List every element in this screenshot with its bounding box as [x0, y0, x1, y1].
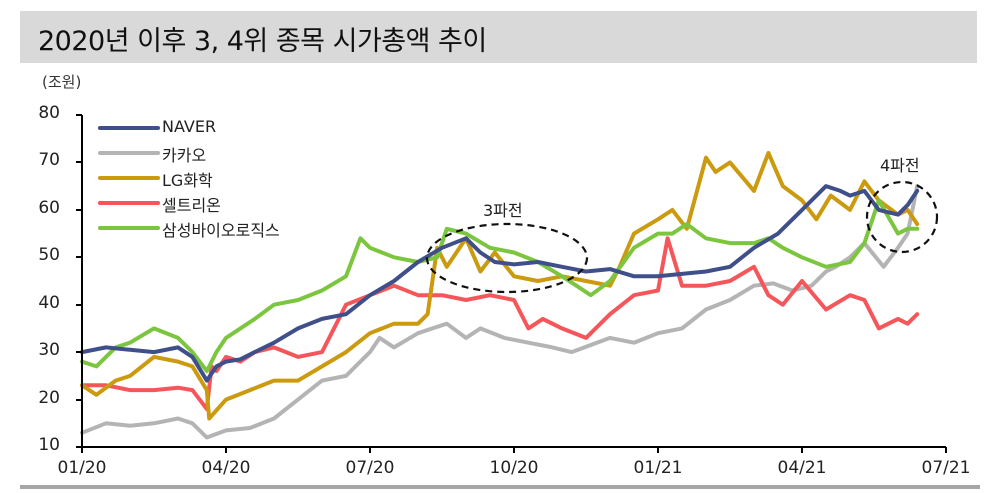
series-line-naver — [80, 184, 920, 383]
x-tick-07-20: 07/20 — [345, 458, 395, 478]
legend-item-samsung-biologics: 삼성바이오로직스 — [98, 217, 338, 242]
legend-item-kakao: 카카오 — [98, 142, 338, 167]
three-way-highlight-ellipse — [425, 222, 589, 294]
legend-swatch-kakao — [98, 151, 160, 155]
three-way-annotation: 3파전 — [483, 201, 523, 220]
legend-label-naver: NAVER — [162, 117, 217, 136]
x-tick-04-21: 04/21 — [777, 458, 827, 478]
legend: NAVER 카카오 LG화학 셀트리온 삼성바이오로직스 — [98, 117, 338, 242]
legend-item-lg-chem: LG화학 — [98, 167, 338, 192]
legend-swatch-lg-chem — [98, 176, 160, 180]
x-tick-07-21: 07/21 — [921, 458, 971, 478]
y-tick-20: 20 — [38, 388, 60, 408]
legend-label-kakao: 카카오 — [162, 146, 207, 165]
x-axis — [81, 446, 947, 453]
legend-swatch-naver — [98, 126, 160, 130]
four-way-annotation: 4파전 — [880, 156, 920, 175]
legend-label-lg-chem: LG화학 — [162, 171, 213, 190]
legend-swatch-celltrion — [98, 201, 160, 205]
y-tick-40: 40 — [38, 293, 60, 313]
series-line-kakao — [80, 184, 920, 440]
y-tick-60: 60 — [38, 198, 60, 218]
series-line-lg-chem — [80, 150, 920, 421]
four-way-highlight-circle — [865, 180, 939, 254]
series-lines — [80, 150, 920, 440]
x-tick-01-20: 01/20 — [57, 458, 107, 478]
x-tick-04-20: 04/20 — [201, 458, 251, 478]
y-tick-50: 50 — [38, 245, 60, 265]
legend-item-naver: NAVER — [98, 117, 338, 142]
series-line-samsung-biologics — [80, 198, 920, 374]
title-bar: 2020년 이후 3, 4위 종목 시가총액 추이 — [20, 11, 977, 63]
legend-item-celltrion: 셀트리온 — [98, 192, 338, 217]
legend-swatch-samsung-biologics — [98, 226, 160, 230]
bottom-divider — [20, 485, 980, 489]
y-tick-30: 30 — [38, 340, 60, 360]
legend-label-samsung-biologics: 삼성바이오로직스 — [162, 221, 280, 240]
x-tick-10-20: 10/20 — [489, 458, 539, 478]
y-tick-70: 70 — [38, 150, 60, 170]
y-tick-10: 10 — [38, 435, 60, 455]
y-axis-unit-label: (조원) — [42, 73, 82, 91]
x-tick-01-21: 01/21 — [633, 458, 683, 478]
legend-label-celltrion: 셀트리온 — [162, 196, 221, 215]
y-tick-80: 80 — [38, 103, 60, 123]
chart-title: 2020년 이후 3, 4위 종목 시가총액 추이 — [38, 26, 487, 57]
y-axis — [76, 114, 83, 448]
